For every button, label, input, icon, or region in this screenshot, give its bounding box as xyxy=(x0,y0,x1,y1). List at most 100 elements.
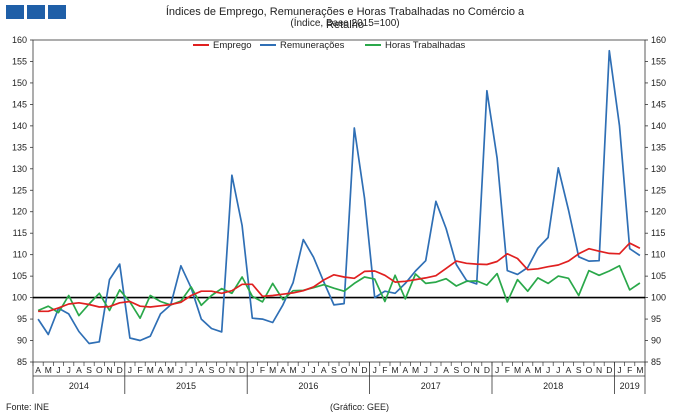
month-label: D xyxy=(361,365,367,375)
y-tick-label-left: 120 xyxy=(12,207,27,217)
y-tick-label-left: 155 xyxy=(12,56,27,66)
month-label: M xyxy=(412,365,419,375)
month-label: D xyxy=(484,365,490,375)
y-tick-label-right: 115 xyxy=(651,228,665,238)
month-label: D xyxy=(239,365,245,375)
y-tick-label-left: 90 xyxy=(17,336,27,346)
month-label: J xyxy=(250,365,254,375)
month-label: A xyxy=(280,365,286,375)
y-tick-label-left: 130 xyxy=(12,164,27,174)
month-label: J xyxy=(311,365,315,375)
month-label: N xyxy=(596,365,602,375)
month-label: J xyxy=(301,365,305,375)
month-label: D xyxy=(117,365,123,375)
y-tick-label-right: 100 xyxy=(651,293,666,303)
legend-emprego-label: Emprego xyxy=(213,40,252,51)
month-label: O xyxy=(463,365,470,375)
month-label: J xyxy=(424,365,428,375)
month-label: S xyxy=(453,365,459,375)
series-line-1 xyxy=(37,49,641,345)
credit-note: (Gráfico: GEE) xyxy=(330,402,390,412)
logo-block xyxy=(6,5,24,19)
month-label: N xyxy=(474,365,480,375)
year-label: 2014 xyxy=(69,381,89,391)
y-tick-label-left: 100 xyxy=(12,293,27,303)
month-label: A xyxy=(402,365,408,375)
month-label: J xyxy=(434,365,438,375)
month-label: J xyxy=(556,365,560,375)
y-tick-label-right: 150 xyxy=(651,78,666,88)
month-label: O xyxy=(218,365,225,375)
y-tick-label-right: 120 xyxy=(651,207,666,217)
y-tick-label-right: 160 xyxy=(651,35,666,45)
month-label: J xyxy=(617,365,621,375)
month-label: A xyxy=(566,365,572,375)
month-label: M xyxy=(514,365,521,375)
y-tick-label-right: 135 xyxy=(651,142,666,152)
month-label: M xyxy=(636,365,643,375)
month-label: J xyxy=(546,365,550,375)
y-tick-label-right: 95 xyxy=(651,314,661,324)
y-tick-label-left: 160 xyxy=(12,35,27,45)
month-label: J xyxy=(67,365,71,375)
month-label: M xyxy=(45,365,52,375)
month-label: J xyxy=(189,365,193,375)
y-tick-label-right: 140 xyxy=(651,121,666,131)
month-label: N xyxy=(106,365,112,375)
series-line-2 xyxy=(37,264,641,320)
month-label: O xyxy=(341,365,348,375)
legend-remuneracoes-label: Remunerações xyxy=(280,40,345,51)
month-label: O xyxy=(96,365,103,375)
month-label: D xyxy=(606,365,612,375)
month-label: S xyxy=(331,365,337,375)
y-tick-label-left: 115 xyxy=(13,228,27,238)
y-tick-label-left: 145 xyxy=(12,99,27,109)
y-tick-label-left: 95 xyxy=(17,314,27,324)
logo-block xyxy=(27,5,45,19)
y-tick-label-right: 105 xyxy=(651,271,666,281)
month-label: S xyxy=(86,365,92,375)
y-tick-label-right: 90 xyxy=(651,336,661,346)
month-label: M xyxy=(269,365,276,375)
year-label: 2017 xyxy=(421,381,441,391)
y-tick-label-left: 125 xyxy=(12,185,27,195)
month-label: J xyxy=(179,365,183,375)
y-tick-label-right: 125 xyxy=(651,185,666,195)
logo-block xyxy=(48,5,66,19)
y-tick-label-right: 155 xyxy=(651,56,666,66)
legend-horas-label: Horas Trabalhadas xyxy=(385,40,466,51)
month-label: M xyxy=(147,365,154,375)
y-tick-label-right: 110 xyxy=(651,250,665,260)
month-label: J xyxy=(56,365,60,375)
month-label: O xyxy=(586,365,593,375)
month-label: J xyxy=(495,365,499,375)
month-label: F xyxy=(137,365,142,375)
y-tick-label-right: 130 xyxy=(651,164,666,174)
y-tick-label-left: 150 xyxy=(12,78,27,88)
y-tick-label-right: 145 xyxy=(651,99,666,109)
y-tick-label-left: 85 xyxy=(17,357,27,367)
month-label: A xyxy=(443,365,449,375)
month-label: M xyxy=(534,365,541,375)
month-label: A xyxy=(198,365,204,375)
y-tick-label-left: 140 xyxy=(12,121,27,131)
year-label: 2018 xyxy=(543,381,563,391)
y-tick-label-left: 105 xyxy=(12,271,27,281)
month-label: A xyxy=(525,365,531,375)
month-label: F xyxy=(260,365,265,375)
month-label: S xyxy=(209,365,215,375)
month-label: M xyxy=(167,365,174,375)
y-tick-label-left: 110 xyxy=(13,250,27,260)
month-label: F xyxy=(382,365,387,375)
line-chart: 85 85 90 90 95 95 100 100 105 105 110 110 115 115 120 1… xyxy=(12,35,666,394)
year-label: 2016 xyxy=(298,381,318,391)
month-label: A xyxy=(321,365,327,375)
month-label: F xyxy=(505,365,510,375)
gee-logo xyxy=(6,5,66,19)
month-label: S xyxy=(576,365,582,375)
month-label: J xyxy=(128,365,132,375)
month-label: F xyxy=(627,365,632,375)
month-label: A xyxy=(35,365,41,375)
month-label: A xyxy=(158,365,164,375)
source-note: Fonte: INE xyxy=(6,402,50,412)
